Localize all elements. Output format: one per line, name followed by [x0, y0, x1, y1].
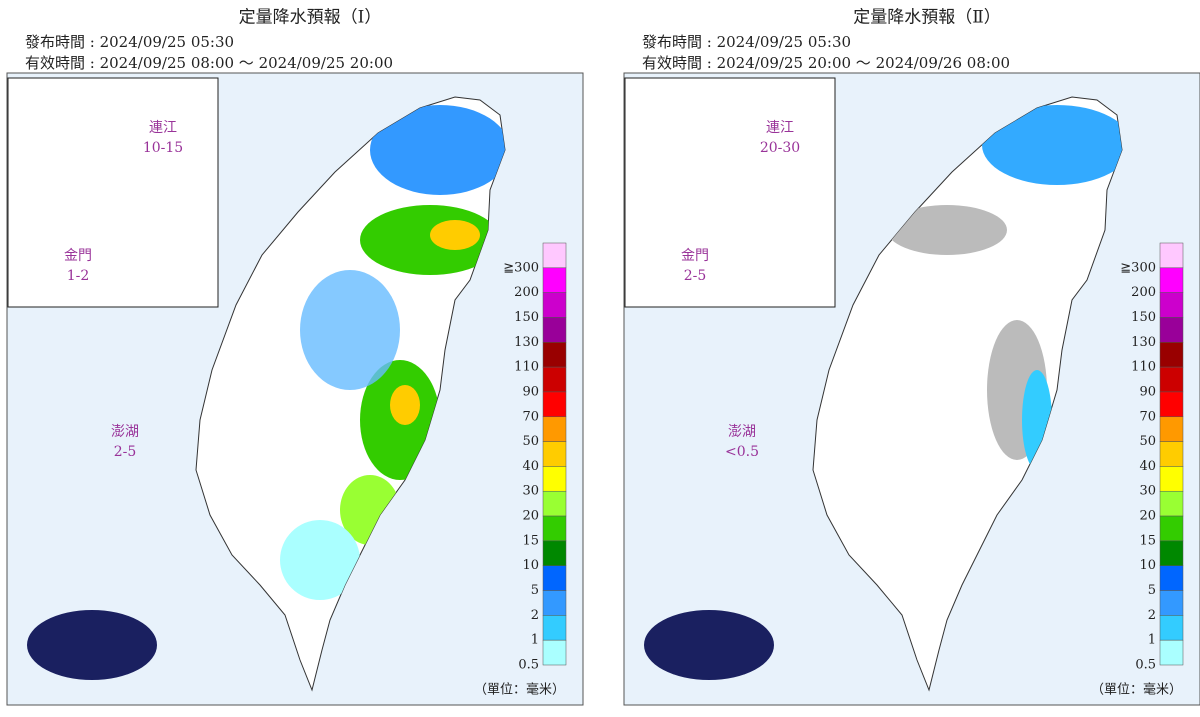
- legend-label: 150: [1131, 310, 1156, 325]
- issued-time: 發布時間 : 2024/09/25 05:30: [25, 33, 234, 51]
- legend-label: 10: [522, 558, 539, 573]
- legend-swatch: [542, 565, 567, 591]
- legend-label: 5: [531, 583, 539, 598]
- valid-time: 有效時間 : 2024/09/25 08:00 ～ 2024/09/25 20:…: [25, 54, 393, 72]
- legend-label: 70: [522, 409, 539, 424]
- legend-swatch: [1159, 267, 1184, 293]
- legend-label: 1: [531, 633, 539, 648]
- legend-swatch: [542, 490, 567, 517]
- panel-title: 定量降水預報（Ⅰ）: [239, 8, 382, 28]
- legend-swatch: [1159, 565, 1184, 591]
- legend-label: 50: [1139, 434, 1156, 449]
- legend-swatch: [1159, 366, 1184, 393]
- unit-label: （單位：毫米）: [1091, 682, 1182, 698]
- issued-time: 發布時間 : 2024/09/25 05:30: [642, 33, 851, 51]
- legend-swatch: [1159, 590, 1184, 616]
- legend-label: 20: [1139, 509, 1156, 524]
- legend-label: 110: [1131, 360, 1156, 375]
- legend-swatch: [542, 441, 567, 467]
- legend-label: 30: [522, 484, 539, 499]
- legend-swatch: [542, 242, 567, 269]
- region-range: 2-5: [114, 444, 137, 460]
- legend-label: ≧300: [503, 260, 539, 275]
- legend-swatch: [1159, 292, 1184, 318]
- region-range: 2-5: [684, 268, 707, 284]
- region-name: 金門: [64, 248, 92, 264]
- legend-label: 5: [1148, 583, 1156, 598]
- inset-frame: [7, 77, 219, 308]
- legend-swatch: [1159, 639, 1184, 666]
- legend-label: 90: [522, 384, 539, 399]
- legend-swatch: [1159, 342, 1184, 368]
- legend-label: 1: [1148, 633, 1156, 648]
- region-name: 連江: [766, 120, 794, 136]
- legend-label: ≧300: [1120, 260, 1156, 275]
- legend-swatch: [1159, 317, 1184, 343]
- rain-area: [887, 105, 1122, 470]
- legend-swatch: [542, 615, 567, 641]
- legend-label: 40: [1139, 459, 1156, 474]
- region-range: 20-30: [760, 140, 800, 156]
- legend-swatch: [1159, 391, 1184, 418]
- legend-swatch: [542, 416, 567, 442]
- legend-swatch: [542, 391, 567, 418]
- legend-swatch: [542, 267, 567, 293]
- panel: 定量降水預報（Ⅰ） 發布時間 : 2024/09/25 05:30 有效時間 :…: [6, 8, 584, 706]
- region-range: <0.5: [725, 444, 759, 460]
- legend-label: 50: [522, 434, 539, 449]
- legend-swatch: [542, 342, 567, 368]
- legend-swatch: [542, 590, 567, 616]
- legend-label: 110: [514, 360, 539, 375]
- region-name: 澎湖: [111, 424, 139, 440]
- legend-label: 10: [1139, 558, 1156, 573]
- legend-swatch: [542, 515, 567, 542]
- region-name: 連江: [149, 120, 177, 136]
- legend-swatch: [542, 466, 567, 492]
- legend-swatch: [1159, 515, 1184, 542]
- legend-label: 15: [522, 533, 539, 548]
- legend-swatch: [542, 540, 567, 566]
- legend-swatch: [1159, 416, 1184, 442]
- legend-swatch: [542, 639, 567, 666]
- legend-swatch: [1159, 242, 1184, 269]
- logo: [644, 610, 774, 680]
- legend-swatch: [1159, 490, 1184, 517]
- legend-label: 150: [514, 310, 539, 325]
- valid-time: 有效時間 : 2024/09/25 20:00 ～ 2024/09/26 08:…: [642, 54, 1010, 72]
- legend-label: 70: [1139, 409, 1156, 424]
- legend-swatch: [1159, 615, 1184, 641]
- legend-swatch: [542, 292, 567, 318]
- legend-label: 20: [522, 509, 539, 524]
- legend-label: 0.5: [1135, 658, 1156, 673]
- panel: 定量降水預報（Ⅱ） 發布時間 : 2024/09/25 05:30 有效時間 :…: [623, 8, 1200, 706]
- legend-label: 15: [1139, 533, 1156, 548]
- region-name: 澎湖: [728, 424, 756, 440]
- legend-label: 130: [1131, 335, 1156, 350]
- legend-label: 30: [1139, 484, 1156, 499]
- region-name: 金門: [681, 248, 709, 264]
- unit-label: （單位：毫米）: [474, 682, 565, 698]
- legend-label: 130: [514, 335, 539, 350]
- legend-label: 2: [531, 608, 539, 623]
- legend-label: 90: [1139, 384, 1156, 399]
- rain-area: [280, 105, 505, 600]
- region-range: 10-15: [143, 140, 183, 156]
- inset-frame: [624, 77, 836, 308]
- legend-label: 2: [1148, 608, 1156, 623]
- legend-label: 0.5: [518, 658, 539, 673]
- panel-title: 定量降水預報（Ⅱ）: [853, 8, 1001, 28]
- legend-label: 40: [522, 459, 539, 474]
- legend-swatch: [542, 366, 567, 393]
- region-range: 1-2: [67, 268, 90, 284]
- legend-label: 200: [514, 285, 539, 300]
- legend-label: 200: [1131, 285, 1156, 300]
- legend-swatch: [1159, 540, 1184, 566]
- legend-swatch: [1159, 441, 1184, 467]
- legend-swatch: [1159, 466, 1184, 492]
- logo: [27, 610, 157, 680]
- legend-swatch: [542, 317, 567, 343]
